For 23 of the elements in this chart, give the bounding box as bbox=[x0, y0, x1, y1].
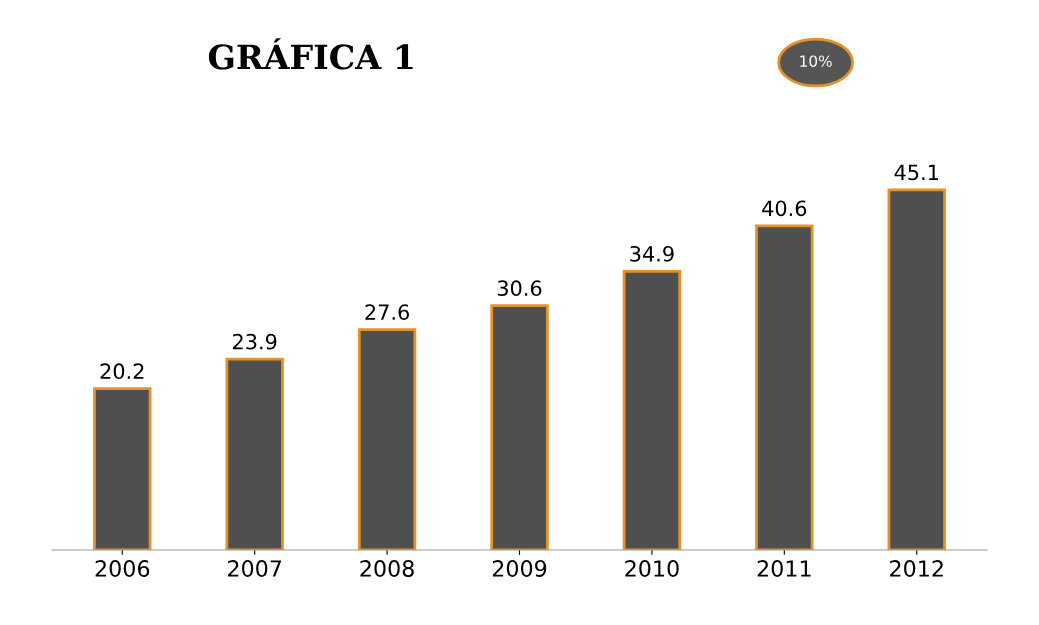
bar bbox=[93, 387, 152, 550]
data-label: 23.9 bbox=[233, 333, 277, 350]
bar bbox=[225, 357, 284, 550]
x-tick-label: 2008 bbox=[360, 560, 414, 577]
bar bbox=[887, 188, 946, 550]
data-label: 27.6 bbox=[365, 304, 409, 320]
x-tick-label: 2009 bbox=[492, 560, 547, 577]
data-label: 34.9 bbox=[630, 245, 674, 262]
x-tick-label: 2011 bbox=[757, 560, 811, 577]
bar bbox=[622, 269, 682, 550]
data-label: 40.6 bbox=[762, 200, 807, 217]
x-tick-label: 2012 bbox=[890, 560, 943, 577]
bar bbox=[357, 328, 417, 550]
data-label: 20.2 bbox=[100, 363, 144, 380]
text: 10% bbox=[800, 55, 832, 67]
x-tick-label: 2007 bbox=[228, 560, 282, 577]
data-label: 45.1 bbox=[894, 164, 939, 181]
x-tick-label: 2006 bbox=[95, 560, 150, 577]
data-label: 30.6 bbox=[497, 280, 542, 297]
chart-title: GRÁFICA 1 bbox=[208, 38, 413, 70]
bar bbox=[755, 224, 814, 550]
x-tick-label: 2010 bbox=[625, 560, 679, 577]
bar bbox=[490, 304, 549, 550]
